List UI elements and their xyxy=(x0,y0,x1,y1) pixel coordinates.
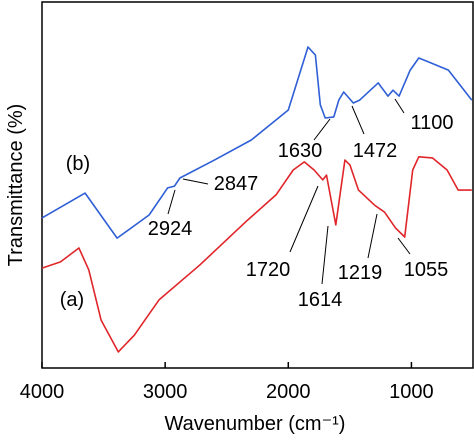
annotation-pointer xyxy=(351,105,365,135)
annotation-label: 1472 xyxy=(353,140,398,162)
x-tick-label: 2000 xyxy=(266,381,311,403)
annotation-pointer xyxy=(182,178,209,185)
spectrum-line xyxy=(41,46,473,239)
annotation-label: 1219 xyxy=(338,262,383,284)
annotation-pointer xyxy=(289,185,319,253)
plot-frame xyxy=(41,1,474,369)
annotation-label: 1720 xyxy=(246,259,291,281)
x-axis-label: Wavenumber (cm⁻¹) xyxy=(165,413,346,435)
annotation-pointer xyxy=(397,237,411,255)
annotation-label: 2924 xyxy=(148,218,193,240)
y-axis-label: Transmittance (%) xyxy=(5,104,27,267)
annotation-pointer xyxy=(313,118,331,141)
annotation-label: 1614 xyxy=(298,289,343,311)
x-tick-label: 1000 xyxy=(389,381,434,403)
x-tick-label: 4000 xyxy=(20,381,65,403)
annotation-pointer xyxy=(367,213,378,259)
annotation-label: 1055 xyxy=(404,259,449,281)
annotation-pointer xyxy=(321,225,329,285)
annotation-label: 1630 xyxy=(278,140,323,162)
annotation-pointer xyxy=(394,98,405,114)
series-label: (b) xyxy=(66,153,90,175)
annotation-label: 1100 xyxy=(410,112,453,134)
x-tick-label: 3000 xyxy=(143,381,188,403)
annotation-label: 2847 xyxy=(214,173,259,195)
series-label: (a) xyxy=(60,289,84,311)
annotation-pointer xyxy=(167,189,176,215)
spectrum-line xyxy=(41,156,472,353)
